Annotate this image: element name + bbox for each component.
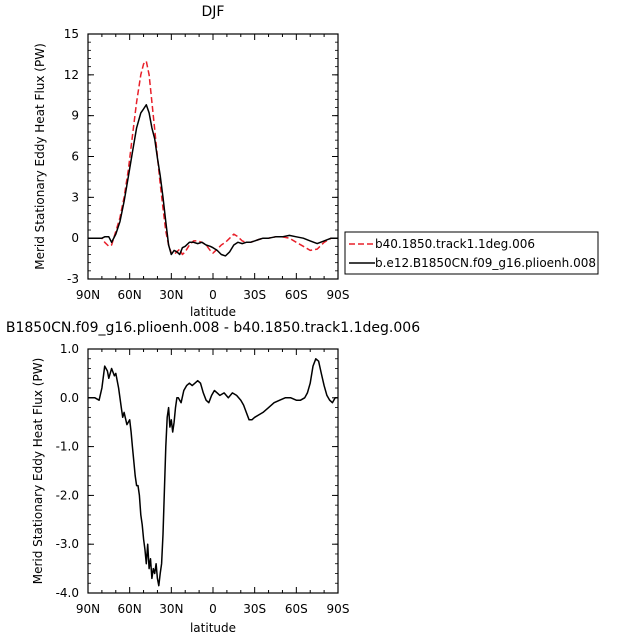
plot2-x-tick-label: 0 — [209, 602, 217, 616]
plot2-y-tick-label: -3.0 — [56, 537, 79, 551]
plot1-y-tick-label: 0 — [71, 231, 79, 245]
plot2-x-axis-label: latitude — [190, 621, 236, 635]
plot2-x-tick-label: 90N — [76, 602, 100, 616]
legend-box — [344, 231, 599, 275]
plot2-title: B1850CN.f09_g16.plioenh.008 - b40.1850.t… — [6, 320, 420, 336]
plot1-x-tick-label: 60N — [118, 288, 142, 302]
plot1-title: DJF — [202, 4, 225, 20]
legend-label-2: b.e12.B1850CN.f09_g16.plioenh.008 — [375, 256, 596, 270]
plot2-y-tick-label: 1.0 — [60, 342, 79, 356]
plot2-x-tick-label: 60S — [285, 602, 308, 616]
plot2-y-tick-label: -1.0 — [56, 440, 79, 454]
plot2-x-tick-label: 30S — [243, 602, 266, 616]
plot2-x-tick-label: 30N — [159, 602, 183, 616]
legend-label-1: b40.1850.track1.1deg.006 — [375, 237, 535, 251]
plot1-y-tick-label: 9 — [71, 109, 79, 123]
plot2-x-tick-label: 60N — [118, 602, 142, 616]
plot1-series-line-1 — [88, 60, 338, 256]
plot1-y-tick-label: 12 — [64, 68, 79, 82]
plot1-y-tick-label: 6 — [71, 150, 79, 164]
plot1-x-tick-label: 90S — [327, 288, 350, 302]
plot1-y-tick-label: 3 — [71, 190, 79, 204]
plot1-x-axis-label: latitude — [190, 305, 236, 319]
plot1-y-axis-label: Merid Stationary Eddy Heat Flux (PW) — [33, 43, 47, 270]
plot1-frame — [87, 33, 339, 280]
plot2-frame — [87, 348, 339, 594]
plot1-x-tick-label: 30S — [243, 288, 266, 302]
plot2-y-tick-label: 0.0 — [60, 391, 79, 405]
plot1-y-tick-label: 15 — [64, 27, 79, 41]
plot2-y-tick-label: -4.0 — [56, 586, 79, 600]
plot1-x-tick-label: 0 — [209, 288, 217, 302]
plot1-y-tick-label: -3 — [67, 272, 79, 286]
plot2-x-tick-label: 90S — [327, 602, 350, 616]
plot2-y-tick-label: -2.0 — [56, 488, 79, 502]
plot1-x-tick-label: 30N — [159, 288, 183, 302]
plot2-series-line-1 — [88, 358, 338, 587]
plot2-y-axis-label: Merid Stationary Eddy Heat Flux (PW) — [31, 358, 45, 585]
plot1-x-tick-label: 60S — [285, 288, 308, 302]
plot1-x-tick-label: 90N — [76, 288, 100, 302]
plot1-series-line-2 — [88, 104, 338, 257]
